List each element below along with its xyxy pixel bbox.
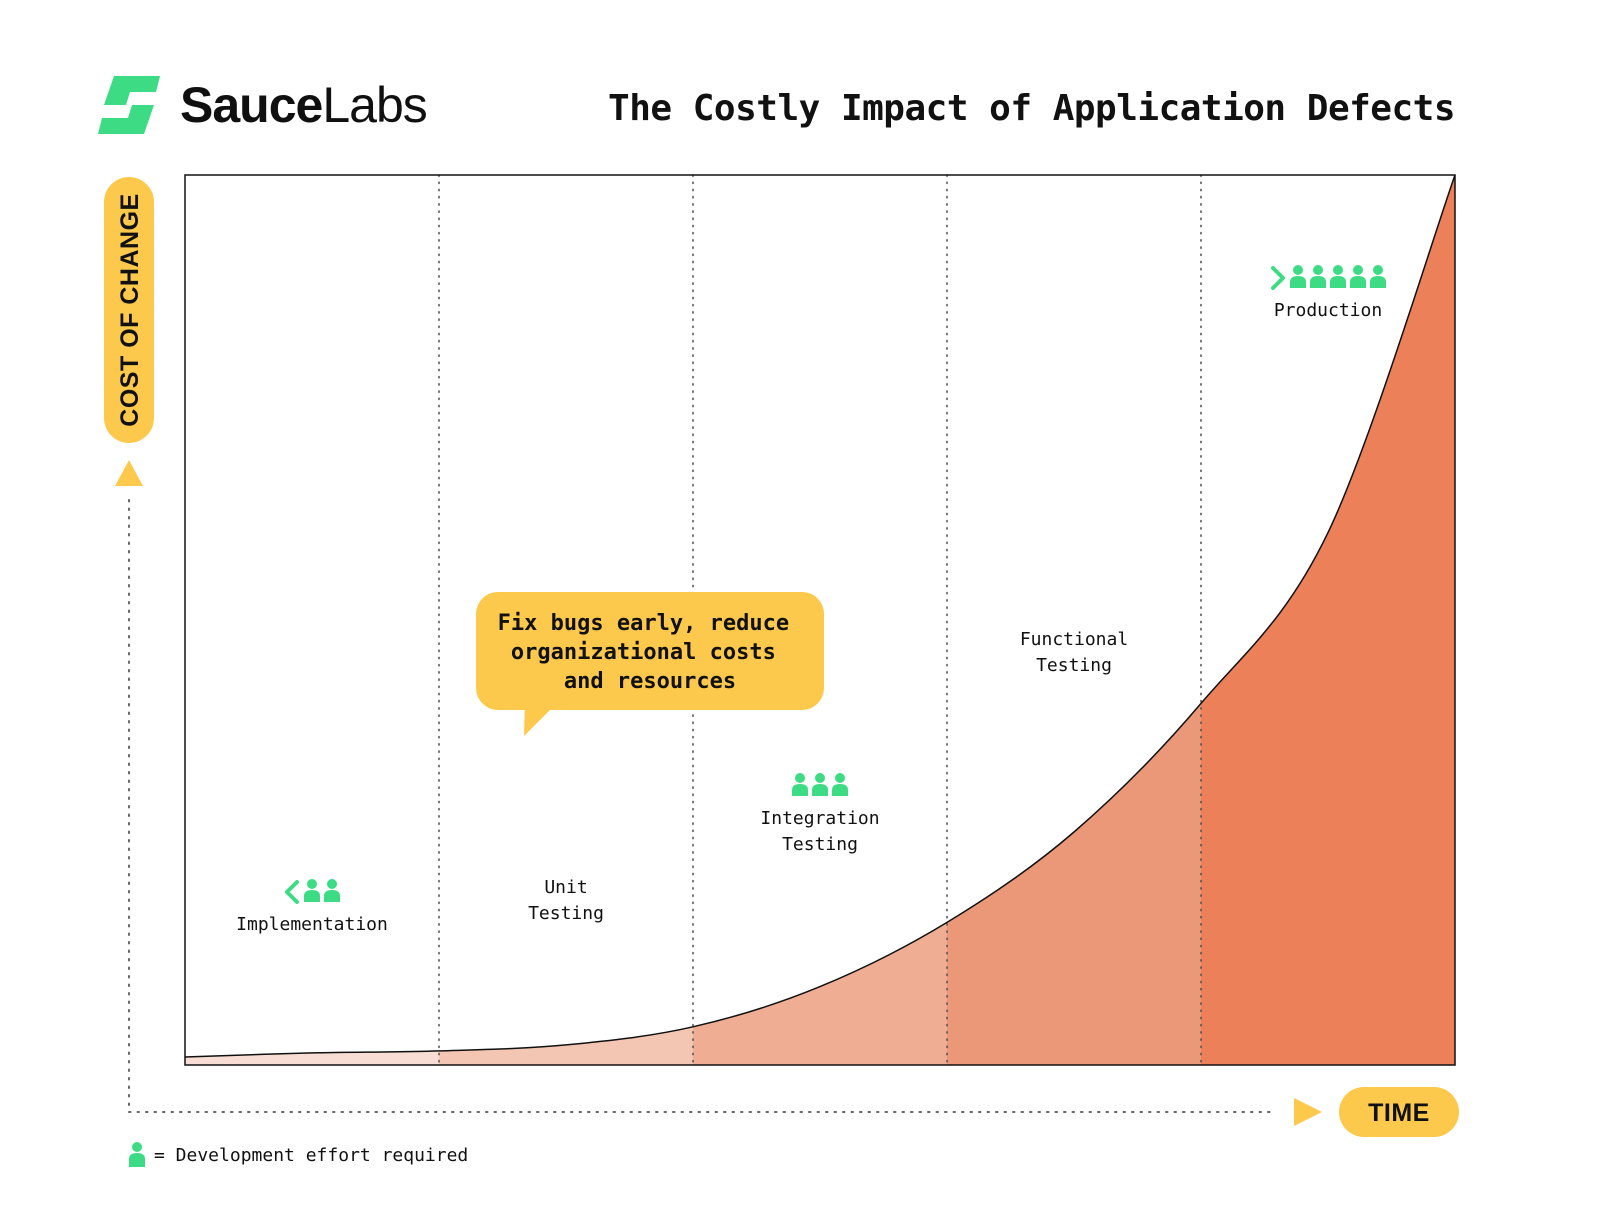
chevron-right-icon: [1271, 266, 1285, 290]
callout-line: Fix bugs early, reduce: [498, 611, 789, 636]
brand-name: SauceLabs: [180, 72, 428, 138]
cost-curve: [184, 174, 1456, 1058]
stage-label: Production: [1274, 300, 1382, 321]
stage-label: Functional: [1020, 629, 1128, 650]
chevron-left-icon: [285, 880, 299, 904]
y-axis-label: COST OF CHANGE: [116, 193, 144, 426]
person-icon: [812, 773, 828, 796]
person-icon: [1350, 265, 1366, 288]
brand-name-light: Labs: [322, 77, 427, 133]
stage-label: Implementation: [236, 914, 388, 935]
stage-labels: Implementation Unit Testing Integration Test…: [236, 265, 1386, 935]
page-title: The Costly Impact of Application Defects: [608, 88, 1455, 129]
person-icon: [792, 773, 808, 796]
y-axis-badge: [104, 177, 154, 443]
person-icon: [832, 773, 848, 796]
x-axis-arrow-icon: [1294, 1098, 1322, 1126]
person-icon: [304, 879, 320, 902]
person-icon: [1310, 265, 1326, 288]
y-axis-arrow-icon: [115, 460, 143, 486]
person-icon: [1290, 265, 1306, 288]
legend-text: = Development effort required: [154, 1144, 469, 1166]
person-icon: [1330, 265, 1346, 288]
stage-group: Functional Testing: [1020, 629, 1128, 676]
person-icon: [324, 879, 340, 902]
stage-label: Testing: [528, 903, 604, 924]
brand-name-bold: Sauce: [180, 77, 323, 133]
callout-line: and resources: [564, 669, 736, 694]
callout-bubble: Fix bugs early, reduce organizational co…: [476, 592, 824, 736]
stage-group: Integration Testing: [760, 773, 880, 855]
stage-label: Integration: [760, 808, 879, 829]
person-icon: [129, 1142, 145, 1167]
stage-band: [947, 175, 1202, 1065]
x-axis-label: TIME: [1368, 1099, 1430, 1127]
stage-group: Unit Testing: [528, 877, 604, 924]
stage-label: Testing: [1036, 655, 1112, 676]
person-icon: [1370, 265, 1386, 288]
stage-group: Production: [1271, 265, 1386, 321]
x-axis-badge: [1339, 1087, 1459, 1137]
stage-gridlines: [438, 174, 1202, 1066]
legend: = Development effort required: [128, 1142, 468, 1168]
saucelabs-logo: SauceLabs: [96, 72, 428, 138]
stage-group: Implementation: [236, 879, 388, 935]
stage-label: Testing: [782, 834, 858, 855]
saucelabs-logo-icon: [98, 76, 160, 134]
plot-frame: [184, 174, 1456, 1066]
svg-text:Fix bugs early, reduce o: Fix bugs early, reduce organizational co…: [498, 611, 803, 694]
callout-line: organizational costs: [511, 640, 776, 665]
stage-label: Unit: [544, 877, 587, 898]
